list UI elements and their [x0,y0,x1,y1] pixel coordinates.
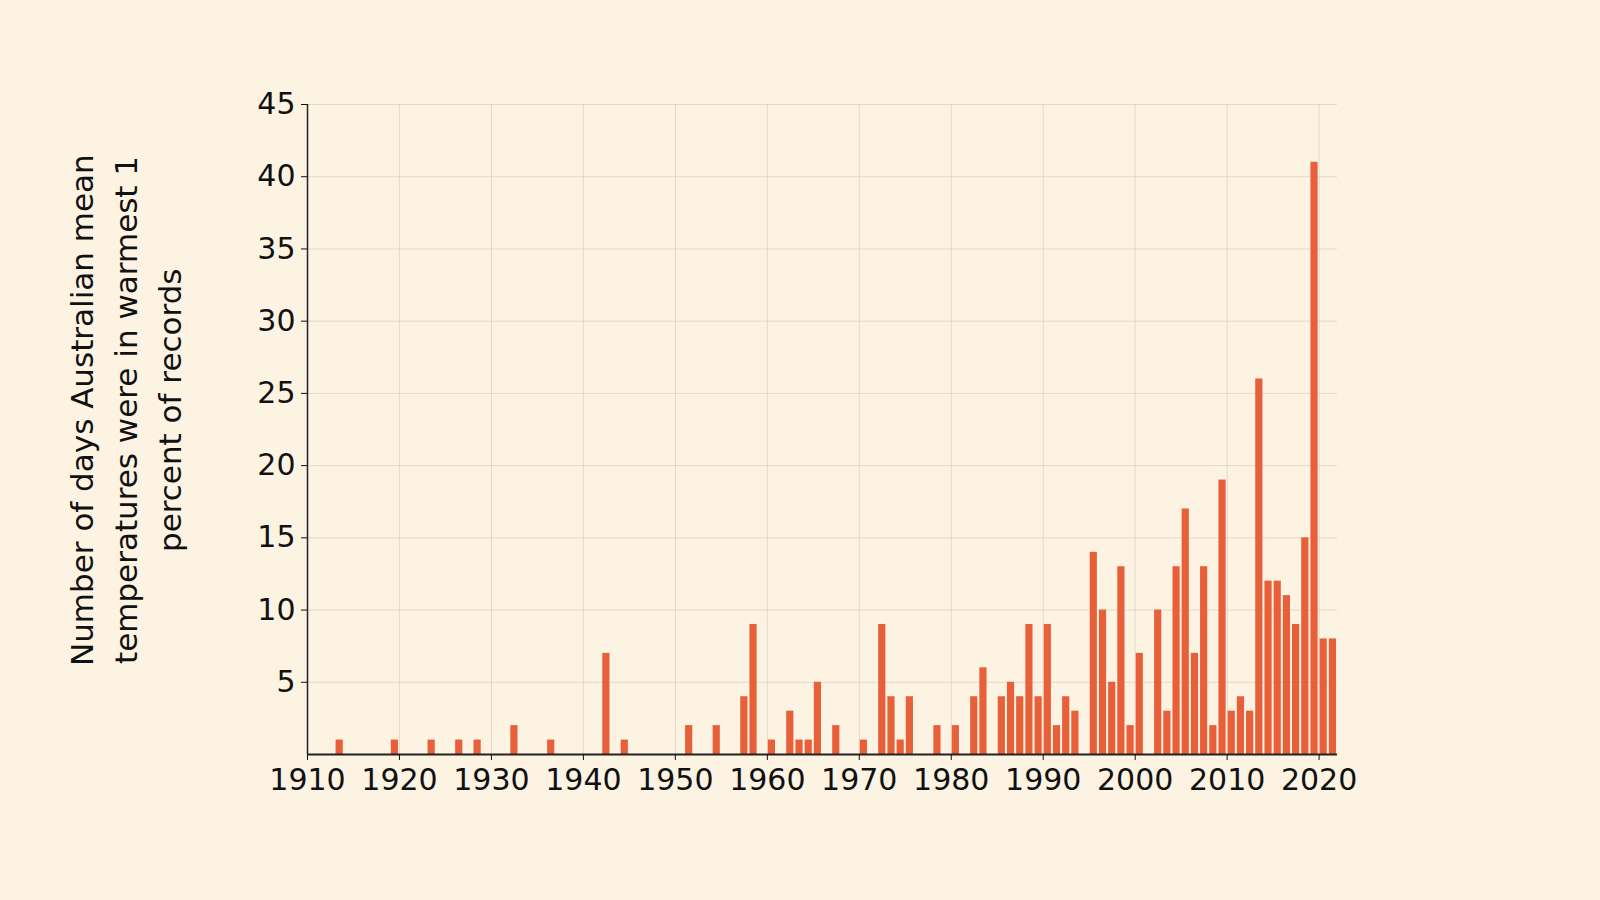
svg-text:2020: 2020 [1281,762,1357,797]
html-text:Number of days Australian mean: Number of days Australian mean temperatu… [64,154,188,666]
svg-text:15: 15 [257,519,295,554]
svg-text:40: 40 [257,158,295,193]
svg-text:35: 35 [257,231,295,266]
svg-text:45: 45 [257,86,295,121]
svg-text:30: 30 [257,303,295,338]
svg-text:1930: 1930 [453,762,529,797]
svg-text:1970: 1970 [821,762,897,797]
svg-text:2000: 2000 [1097,762,1173,797]
svg-text:1980: 1980 [913,762,989,797]
svg-text:1920: 1920 [361,762,437,797]
svg-text:1910: 1910 [269,762,345,797]
svg-text:1940: 1940 [545,762,621,797]
svg-text:10: 10 [257,592,295,627]
svg-text:2010: 2010 [1189,762,1265,797]
svg-text:20: 20 [257,447,295,482]
svg-text:25: 25 [257,375,295,410]
svg-text:1960: 1960 [729,762,805,797]
svg-text:1950: 1950 [637,762,713,797]
svg-text:5: 5 [276,664,295,699]
svg-text:1990: 1990 [1005,762,1081,797]
